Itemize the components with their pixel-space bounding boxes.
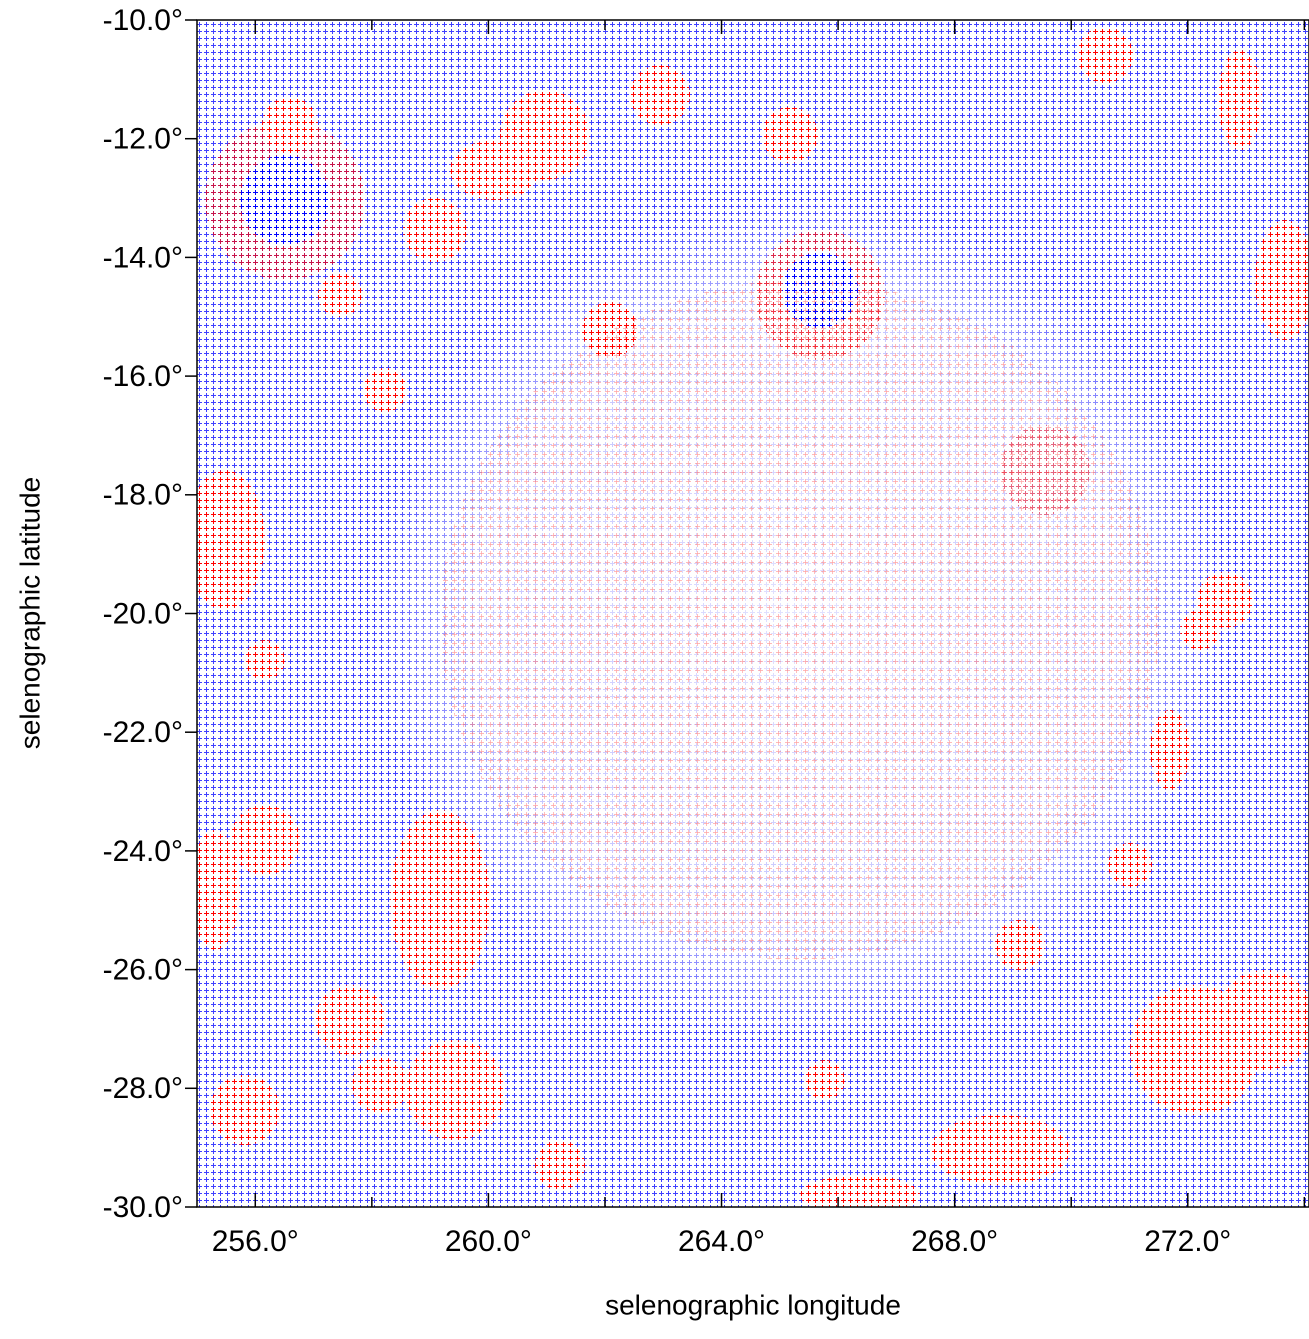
x-tick-label: 264.0° bbox=[678, 1225, 765, 1258]
field-center bbox=[440, 280, 1160, 960]
y-tick-label: -26.0° bbox=[103, 954, 183, 987]
y-tick-label: -22.0° bbox=[103, 716, 183, 749]
y-tick-label: -28.0° bbox=[103, 1072, 183, 1105]
chart: selenographic longitude selenographic la… bbox=[0, 0, 1309, 1334]
y-axis-title: selenographic latitude bbox=[14, 477, 45, 749]
y-tick-label: -24.0° bbox=[103, 835, 183, 868]
y-tick-label: -18.0° bbox=[103, 479, 183, 512]
y-tick-label: -10.0° bbox=[103, 4, 183, 37]
page: {"chart_data": {"type": "vector-field", … bbox=[0, 0, 1309, 1334]
x-tick-label: 256.0° bbox=[212, 1225, 299, 1258]
x-tick-label: 272.0° bbox=[1144, 1225, 1231, 1258]
y-tick-label: -20.0° bbox=[103, 597, 183, 630]
y-tick-label: -16.0° bbox=[103, 360, 183, 393]
vector-field-texture bbox=[185, 20, 1309, 1215]
x-tick-label: 260.0° bbox=[445, 1225, 532, 1258]
x-tick-label: 268.0° bbox=[911, 1225, 998, 1258]
x-axis-title: selenographic longitude bbox=[605, 1289, 901, 1320]
y-tick-label: -30.0° bbox=[103, 1191, 183, 1224]
y-tick-label: -14.0° bbox=[103, 241, 183, 274]
y-tick-label: -12.0° bbox=[103, 123, 183, 156]
